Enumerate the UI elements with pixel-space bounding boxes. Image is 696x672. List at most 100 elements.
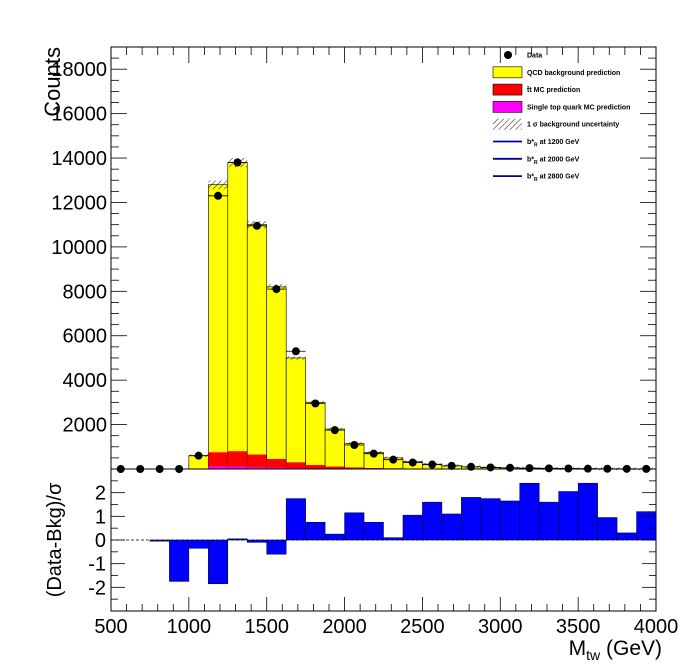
- x-tick-label: 3000: [478, 616, 523, 638]
- pull-bar: [422, 501, 443, 541]
- data-point: [350, 441, 359, 450]
- ttbar-bar: [227, 451, 248, 469]
- data-point: [467, 462, 476, 471]
- pull-bar: [636, 511, 657, 541]
- data-point: [291, 347, 300, 356]
- pull-bar: [402, 514, 423, 541]
- single-top-bar: [208, 466, 228, 469]
- legend: Data QCD background prediction t̄t MC pred…: [492, 51, 630, 184]
- y-tick-label: 10000: [51, 237, 107, 259]
- data-point: [506, 463, 515, 472]
- y-axis-title: Counts: [40, 47, 65, 117]
- legend-swatch: [492, 66, 523, 79]
- single-top-bar: [227, 466, 248, 469]
- ttbar-bar: [344, 467, 365, 469]
- y-tick-label: 12000: [51, 192, 107, 214]
- single-top-bar: [266, 467, 287, 469]
- main-plot: 2000 4000 6000 8000 10000 12000 14000 16000 1800…: [40, 46, 657, 473]
- pull-bar: [324, 533, 345, 541]
- legend-hatch: [493, 118, 522, 130]
- qcd-bar: [285, 357, 306, 470]
- y-tick-label: 16000: [51, 104, 107, 126]
- y-tick-label: 14000: [51, 148, 107, 170]
- uncertainty-band: [208, 180, 228, 189]
- legend-label: t̄t MC prediction: [526, 85, 580, 94]
- pull-histogram: [149, 482, 657, 585]
- y-tick-label: 4000: [63, 370, 108, 392]
- pull-bar: [480, 498, 501, 541]
- x-tick-label: 500: [94, 616, 127, 638]
- data-point: [252, 221, 261, 230]
- y-tick-label: 6000: [63, 326, 108, 348]
- x-axis-title: Mtw (GeV): [569, 637, 662, 663]
- ratio-y-tick-label: 2: [95, 483, 106, 505]
- data-point: [544, 464, 553, 473]
- single-top-bar: [247, 467, 267, 469]
- ttbar-bar: [305, 465, 326, 469]
- pull-bar: [538, 501, 559, 541]
- data-point: [311, 399, 320, 408]
- data-point: [525, 464, 534, 473]
- ratio-y-tick-label: 0: [95, 530, 106, 552]
- data-point: [369, 449, 378, 458]
- data-points: [111, 158, 656, 473]
- pull-bar: [344, 512, 365, 541]
- pull-bar: [188, 539, 209, 549]
- pull-bar: [363, 522, 384, 541]
- qcd-bar: [227, 162, 248, 470]
- data-point: [194, 451, 203, 460]
- pull-bar: [616, 532, 637, 541]
- pull-bar: [461, 497, 482, 541]
- y-tick-label: 2000: [63, 415, 108, 437]
- pull-bar: [169, 539, 190, 582]
- data-point: [389, 455, 398, 464]
- pull-bar: [500, 500, 520, 541]
- ttbar-bar: [208, 452, 228, 469]
- x-tick-label: 3500: [556, 616, 601, 638]
- x-axis: 500 1000 1500 2000 2500 3000 3500 4000: [94, 597, 678, 638]
- ttbar-bar: [247, 454, 267, 469]
- ttbar-bar: [325, 466, 345, 469]
- x-tick-label: 2000: [322, 616, 367, 638]
- ttbar-bar: [266, 459, 287, 469]
- legend-swatch: [492, 101, 523, 113]
- legend-label: 1 σ background uncertainty: [527, 122, 619, 129]
- legend-label: Data: [527, 53, 542, 60]
- data-point: [272, 285, 281, 294]
- legend-label: b*R at 2800 GeV: [527, 174, 580, 184]
- pull-bar: [519, 482, 540, 541]
- legend-label: b*R at 1200 GeV: [527, 139, 580, 149]
- x-tick-label: 2500: [400, 616, 445, 638]
- pull-bar: [441, 513, 462, 541]
- data-point: [428, 460, 437, 469]
- x-tick-label: 4000: [634, 616, 679, 638]
- pull-bar: [597, 517, 618, 541]
- ratio-y-axis-title: (Data-Bkg)/σ: [44, 482, 66, 597]
- qcd-bar: [324, 428, 345, 470]
- x-tick-label: 1000: [167, 616, 212, 638]
- pull-bar: [558, 491, 579, 541]
- ttbar-bar: [286, 462, 306, 469]
- qcd-bar: [305, 402, 326, 470]
- legend-label: QCD background prediction: [527, 70, 620, 77]
- y-tick-label: 8000: [63, 281, 108, 303]
- pull-bar: [577, 482, 598, 541]
- pull-bar: [285, 498, 306, 541]
- legend-label: Single top quark MC prediction: [527, 104, 630, 111]
- pull-bar: [266, 539, 287, 555]
- data-point: [447, 461, 456, 470]
- uncertainty-band: [286, 356, 306, 360]
- ratio-y-tick-label: 1: [95, 506, 106, 528]
- data-point: [486, 463, 495, 472]
- data-point: [408, 458, 417, 467]
- legend-label: b*R at 2000 GeV: [527, 156, 580, 166]
- pull-bar: [208, 539, 229, 585]
- qcd-bar: [208, 184, 229, 470]
- data-point: [214, 191, 223, 200]
- ratio-y-tick-label: -2: [88, 577, 106, 599]
- data-point: [330, 426, 339, 435]
- stacked-histogram: [188, 157, 657, 471]
